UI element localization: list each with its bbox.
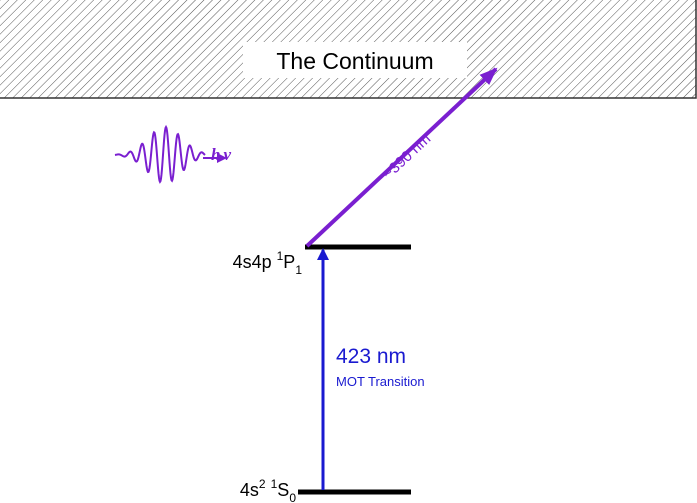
config: 4s4p (233, 252, 272, 272)
config-exponent: 2 (259, 477, 266, 491)
transition-390-label: ~390 nm (380, 130, 435, 183)
multiplicity: 1 (271, 477, 278, 491)
excited-level-label: 4s4p 1P1 (233, 249, 303, 277)
planck-h: h (211, 145, 220, 164)
config: 4s (240, 480, 259, 500)
transition-423-label: 423 nm (336, 345, 406, 368)
j: 1 (295, 263, 302, 277)
term: S (277, 480, 289, 500)
term: P (283, 252, 295, 272)
nu: ν (223, 145, 231, 164)
photon-wave (114, 124, 206, 184)
j: 0 (289, 491, 296, 503)
label-background (243, 42, 467, 78)
ground-level-label: 4s2 1S0 (240, 477, 296, 503)
transition-note: MOT Transition (336, 374, 425, 389)
transition-390-arrow (305, 67, 498, 248)
multiplicity: 1 (277, 249, 284, 263)
continuum-label: The Continuum (276, 48, 433, 74)
